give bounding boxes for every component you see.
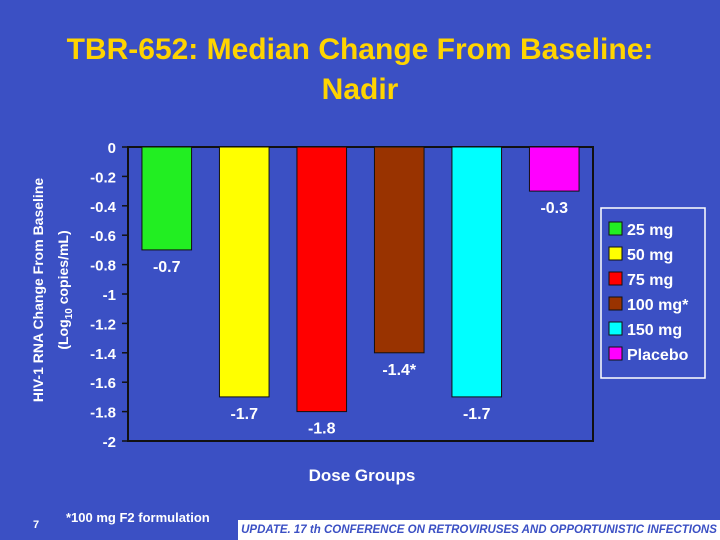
y-tick-label: -1.4 [90,346,117,363]
legend-swatch [608,221,623,236]
bar [451,146,503,398]
y-axis: 0 -0.2 -0.4 -0.6 -0.8 -1 -1.2 -1.4 -1.6 -1.8 -2 [90,140,128,451]
bars: -0.7 -1.7 -1.8 -1.4* -1.7 -0.3 [141,146,580,438]
bar [296,146,348,413]
y-tick-label: 0 [108,140,116,157]
slide-title: TBR-652: Median Change From Baseline: Na… [0,30,720,110]
y-axis-label-suffix: copies/mL) [55,230,71,308]
title-line-1: TBR-652: Median Change From Baseline: [66,33,654,66]
y-tick-label: -1 [103,287,116,304]
legend-entry: Placebo [627,347,689,364]
legend-swatch [608,346,623,361]
y-tick-label: -0.2 [90,169,116,186]
y-tick-label: -1.6 [90,375,116,392]
y-axis-label: HIV-1 RNA Change From Baseline (Log10 co… [30,178,75,403]
footnote: *100 mg F2 formulation [66,510,210,525]
bar [141,146,193,251]
y-axis-label-line-1: HIV-1 RNA Change From Baseline [30,178,46,403]
y-tick-label: -1.8 [90,405,116,422]
y-tick-label: -2 [103,434,116,451]
data-label: -1.4* [382,362,417,379]
legend: 25 mg 50 mg 75 mg 100 mg* 150 mg Placebo [600,207,706,379]
legend-swatch [608,246,623,261]
y-axis-label-line-2: (Log10 copies/mL) [55,230,75,349]
legend-entry: 75 mg [627,272,673,289]
y-axis-label-subscript: 10 [64,308,75,320]
bar [218,146,270,398]
legend-swatch [608,321,623,336]
data-label: -0.7 [153,259,181,276]
legend-swatch [608,296,623,311]
legend-entry: 25 mg [627,222,673,239]
data-label: -1.7 [230,406,258,423]
conference-banner: UPDATE. 17 th CONFERENCE ON RETROVIRUSES… [238,520,720,540]
legend-swatch [608,271,623,286]
y-tick-label: -0.6 [90,228,116,245]
data-label: -1.7 [463,406,491,423]
data-label: -0.3 [540,200,568,217]
legend-entry: 50 mg [627,247,673,264]
title-line-2: Nadir [321,73,399,106]
y-axis-label-prefix: (Log [55,319,71,349]
plot-area-frame [127,146,594,442]
slide-number: 7 [33,519,40,531]
legend-entry: 150 mg [627,322,682,339]
x-axis-label: Dose Groups [309,466,416,485]
bar [373,146,425,354]
legend-entry: 100 mg* [627,297,689,314]
y-tick-label: -1.2 [90,316,116,333]
bar [528,146,580,192]
data-label: -1.8 [308,421,336,438]
y-tick-label: -0.8 [90,258,116,275]
y-tick-label: -0.4 [90,199,117,216]
